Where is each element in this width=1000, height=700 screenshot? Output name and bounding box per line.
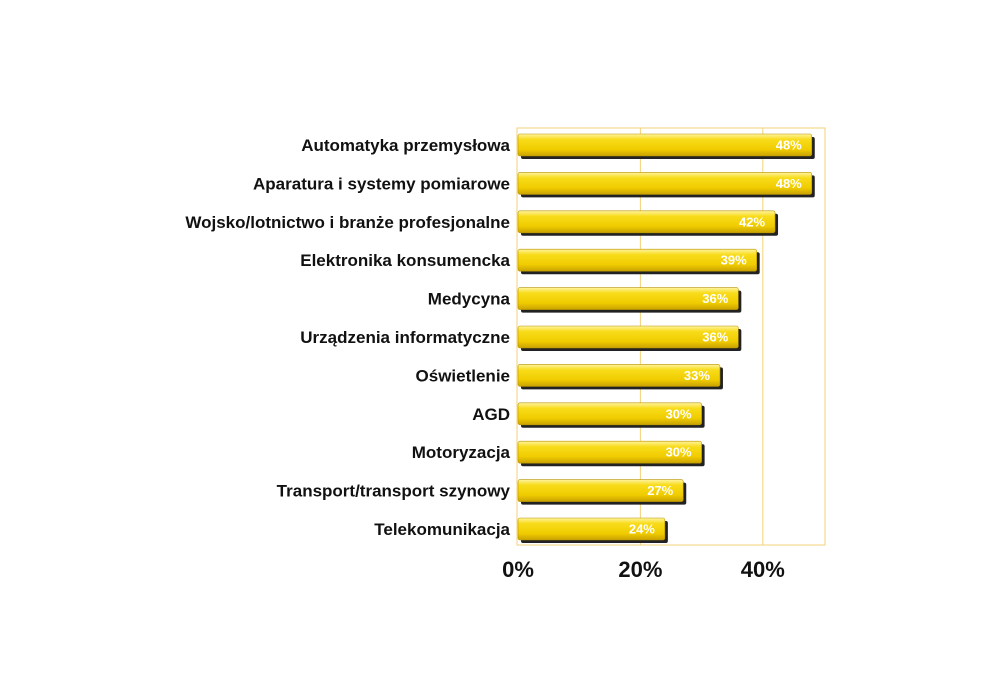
bar xyxy=(517,287,739,310)
category-label: Urządzenia informatyczne xyxy=(300,328,510,347)
bar-value-label: 24% xyxy=(629,522,655,537)
plot-frame xyxy=(516,127,826,546)
x-tick-label: 0% xyxy=(502,557,534,582)
x-tick-label: 20% xyxy=(618,557,662,582)
bar-value-label: 42% xyxy=(739,214,765,229)
bar-value-label: 30% xyxy=(666,406,692,421)
bars-group: 48% 48% 42% 39% 36% 36% 33% 30% 30% 27% 24% xyxy=(517,133,815,543)
category-label: Automatyka przemysłowa xyxy=(301,136,510,155)
bar-value-label: 36% xyxy=(702,330,728,345)
bar xyxy=(517,440,702,464)
x-axis-ticks: 0% 20% 40% xyxy=(502,557,785,582)
category-label: AGD xyxy=(472,405,510,424)
bar xyxy=(517,479,684,502)
category-label: Elektronika konsumencka xyxy=(300,251,510,270)
bar xyxy=(517,325,739,349)
bar-value-label: 36% xyxy=(702,291,728,306)
category-label: Medycyna xyxy=(428,290,511,309)
category-label: Wojsko/lotnictwo i branże profesjonalne xyxy=(185,213,510,232)
bar-value-label: 33% xyxy=(684,368,710,383)
bar-value-label: 27% xyxy=(647,483,673,498)
category-label: Transport/transport szynowy xyxy=(277,482,511,501)
category-label: Motoryzacja xyxy=(412,443,511,462)
bar xyxy=(517,402,702,426)
category-labels: Automatyka przemysłowa Aparatura i system… xyxy=(185,136,510,539)
category-label: Telekomunikacja xyxy=(374,520,510,539)
bar xyxy=(517,364,721,387)
bar-value-label: 39% xyxy=(721,253,747,268)
bar xyxy=(517,517,666,541)
category-label: Aparatura i systemy pomiarowe xyxy=(253,174,510,193)
bar-value-label: 30% xyxy=(666,445,692,460)
x-tick-label: 40% xyxy=(741,557,785,582)
bar-value-label: 48% xyxy=(776,138,802,153)
category-label: Oświetlenie xyxy=(416,366,510,385)
bar xyxy=(517,210,776,234)
bar xyxy=(517,172,813,195)
bar xyxy=(517,248,757,272)
bar-value-label: 48% xyxy=(776,176,802,191)
bar xyxy=(517,133,813,157)
